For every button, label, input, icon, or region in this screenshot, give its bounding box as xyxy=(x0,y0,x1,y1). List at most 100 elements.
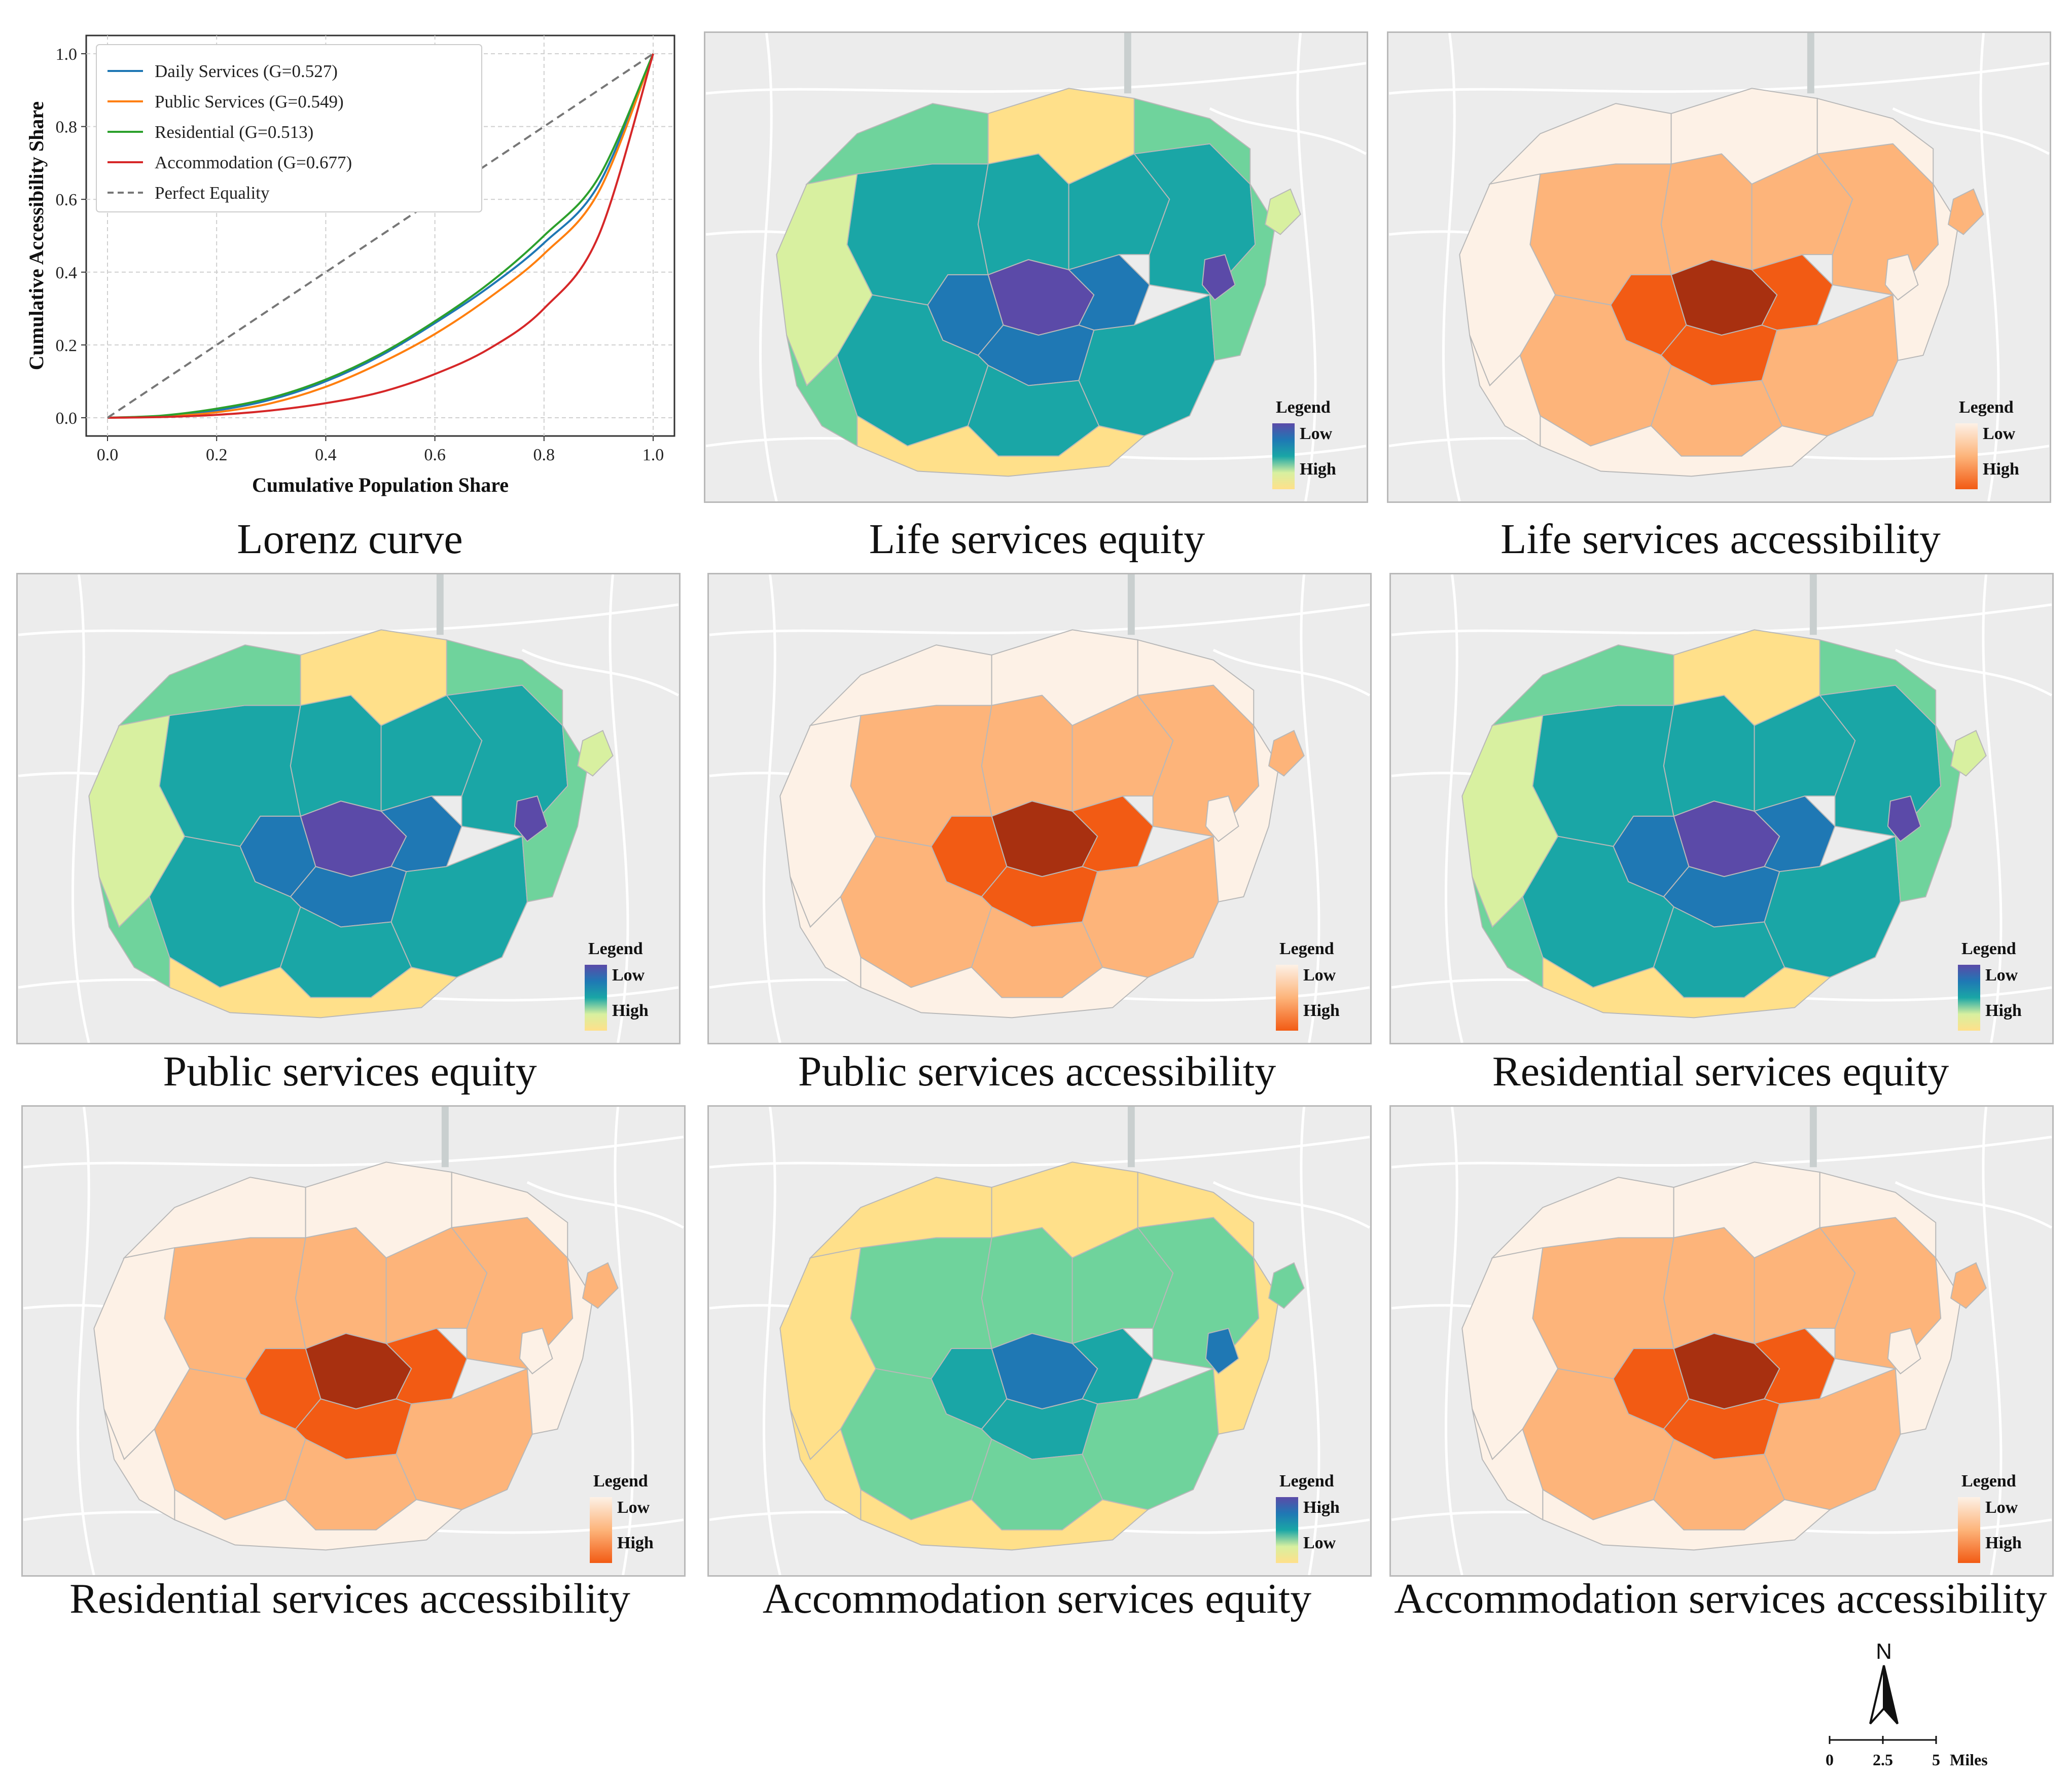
district-east-patch xyxy=(1201,253,1236,301)
background-highway xyxy=(441,1107,449,1168)
legend-colorbar xyxy=(1958,1497,1980,1563)
legend-title: Legend xyxy=(593,1472,648,1491)
x-tick-label: 0.2 xyxy=(206,446,228,464)
scale-unit: Miles xyxy=(1950,1751,1988,1769)
district-out-n xyxy=(1670,88,1818,185)
scale-label-0: 0 xyxy=(1826,1751,1834,1769)
district-out-sw xyxy=(1472,876,1544,989)
district-east-spot xyxy=(582,1262,619,1309)
caption-public-equity: Public services equity xyxy=(163,1048,537,1095)
background-road xyxy=(1209,107,1367,155)
legend-colorbar xyxy=(585,965,607,1031)
district-n1 xyxy=(981,1227,1073,1350)
district-out-n xyxy=(1673,629,1820,726)
legend-label-4: Perfect Equality xyxy=(155,183,270,203)
background-highway xyxy=(1127,1107,1135,1168)
district-out-s xyxy=(169,956,458,1019)
legend-title: Legend xyxy=(1961,939,2016,958)
district-out-e xyxy=(1895,1257,1961,1435)
legend-high-label: High xyxy=(1985,1534,2022,1552)
caption-residential-accessibility: Residential services accessibility xyxy=(69,1575,630,1622)
legend-title: Legend xyxy=(1959,398,2014,417)
legend-high-label: High xyxy=(612,1001,649,1020)
background-road xyxy=(614,1107,634,1575)
district-n1 xyxy=(295,1227,387,1350)
map-life-equity: Legend Low High xyxy=(704,31,1368,503)
north-arrow-right-icon xyxy=(1883,1665,1899,1725)
background-road xyxy=(1982,1107,2003,1575)
legend-high-label: High xyxy=(1985,1001,2022,1020)
caption-lorenz: Lorenz curve xyxy=(237,516,463,563)
background-road xyxy=(709,603,1370,636)
district-east-spot xyxy=(1950,730,1987,777)
legend-low-label: Low xyxy=(1985,966,2018,985)
district-out-e xyxy=(521,725,588,903)
background-road xyxy=(1445,574,1463,1043)
district-n1 xyxy=(977,153,1069,276)
background-road xyxy=(72,574,90,1043)
background-road xyxy=(23,1136,684,1169)
district-out-s xyxy=(1542,956,1831,1019)
legend-colorbar xyxy=(1276,1497,1298,1563)
legend-colorbar xyxy=(1958,965,1980,1031)
x-axis-label: Cumulative Population Share xyxy=(252,474,509,496)
background-road xyxy=(521,648,679,697)
background-road xyxy=(18,603,679,636)
district-n1 xyxy=(1663,1227,1755,1350)
y-tick-label: 0.8 xyxy=(56,118,78,137)
series-line-3 xyxy=(107,53,654,419)
background-highway xyxy=(1807,33,1814,94)
district-out-n xyxy=(987,88,1135,185)
background-highway xyxy=(1127,574,1135,635)
series-line-1 xyxy=(107,53,654,419)
district-out-s xyxy=(1542,1488,1831,1551)
district-n1 xyxy=(290,695,382,817)
district-out-e xyxy=(1209,184,1276,361)
legend-colorbar xyxy=(590,1497,612,1563)
district-out-sw xyxy=(1472,1408,1544,1521)
map-svg xyxy=(18,574,679,1043)
district-east-patch xyxy=(1887,795,1921,842)
legend-colorbar xyxy=(1272,423,1295,489)
background-road xyxy=(1212,1181,1370,1229)
map-accommodation-equity: Legend High Low xyxy=(707,1105,1372,1577)
district-east-patch xyxy=(1884,253,1919,301)
background-road xyxy=(1895,648,2052,697)
background-road xyxy=(1895,1181,2052,1229)
background-road xyxy=(763,1107,781,1575)
district-out-n xyxy=(300,629,447,726)
legend-low-label: Low xyxy=(1303,1534,1336,1552)
legend-low-label: Low xyxy=(1300,424,1333,443)
legend-box xyxy=(96,44,482,212)
map-svg xyxy=(1388,33,2050,501)
caption-accommodation-equity: Accommodation services equity xyxy=(762,1575,1312,1622)
district-east-patch xyxy=(1205,1327,1239,1374)
background-road xyxy=(763,574,781,1043)
legend-title: Legend xyxy=(1961,1472,2016,1491)
y-tick-label: 0.2 xyxy=(56,336,78,355)
legend-high-label: High xyxy=(1303,1498,1340,1517)
district-east-spot xyxy=(1264,188,1301,235)
district-out-n xyxy=(1673,1161,1820,1259)
scale-label-1: 2.5 xyxy=(1873,1751,1893,1769)
district-n1 xyxy=(981,695,1073,817)
x-tick-label: 0.0 xyxy=(97,446,119,464)
map-svg xyxy=(1391,1107,2052,1575)
legend-label-0: Daily Services (G=0.527) xyxy=(155,61,338,81)
district-out-n xyxy=(991,1161,1138,1259)
lorenz-svg: 0.0 0.2 0.4 0.6 0.8 1.0 0.0 0.2 0.4 0.6 0.8 1.0 Dail… xyxy=(25,34,675,496)
legend-low-label: Low xyxy=(1303,966,1336,985)
legend-title: Legend xyxy=(1279,939,1334,958)
legend-low-label: Low xyxy=(612,966,645,985)
map-life-accessibility: Legend Low High xyxy=(1387,31,2051,503)
district-out-sw xyxy=(1469,335,1541,447)
map-residential-accessibility: Legend Low High xyxy=(21,1105,686,1577)
x-tick-label: 0.6 xyxy=(424,446,446,464)
map-svg xyxy=(709,1107,1370,1575)
district-east-spot xyxy=(1268,730,1305,777)
north-label: N xyxy=(1876,1639,1892,1664)
legend-low-label: Low xyxy=(1985,1498,2018,1517)
caption-life-equity: Life services equity xyxy=(869,516,1205,563)
map-public-equity: Legend Low High xyxy=(16,573,681,1044)
background-road xyxy=(1212,648,1370,697)
